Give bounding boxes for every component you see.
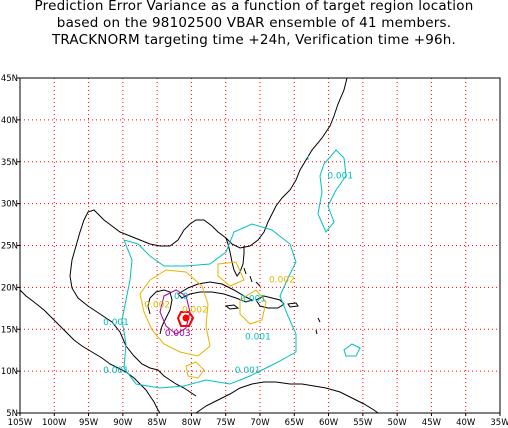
contour-label: 0.001 bbox=[327, 172, 353, 182]
island-bahamas bbox=[243, 267, 261, 287]
coastline-north-america bbox=[69, 78, 348, 397]
tick-label-lat: 35N bbox=[1, 158, 18, 168]
contour-label: 0.0 bbox=[174, 292, 189, 302]
tick-label-lon: 65W bbox=[285, 418, 305, 428]
contour-label: 0.001 bbox=[103, 318, 129, 328]
tick-label-lon: 55W bbox=[353, 418, 373, 428]
contour-label: 0.002 bbox=[144, 300, 170, 310]
tick-label-lon: 45W bbox=[422, 418, 442, 428]
axis-ticks: 105W 100W 95W 90W 85W 80W 75W 70W 65W 60W 55W 50W 45… bbox=[1, 74, 508, 428]
tick-label-lat: 25N bbox=[1, 242, 18, 252]
tick-label-lat: 5N bbox=[6, 409, 18, 419]
tick-label-lon: 50W bbox=[388, 418, 408, 428]
tick-label-lat: 45N bbox=[1, 74, 18, 84]
contour-0001-north bbox=[317, 149, 347, 233]
contour-0002-south bbox=[185, 361, 205, 379]
coastline-pacific bbox=[20, 289, 161, 413]
coastline-florida bbox=[225, 237, 245, 277]
coastline-south-america bbox=[195, 381, 379, 413]
island-lesser-antilles bbox=[315, 317, 321, 335]
tick-label-lon: 85W bbox=[148, 418, 168, 428]
tick-label-lon: 95W bbox=[79, 418, 99, 428]
contour-0002-east bbox=[217, 261, 245, 287]
tick-label-lat: 10N bbox=[1, 367, 18, 377]
island-cuba bbox=[177, 281, 254, 303]
contour-label: 0.002 bbox=[269, 275, 295, 285]
island-hispaniola bbox=[255, 295, 285, 309]
contour-label: 0.001 bbox=[245, 332, 271, 342]
title-line-1: Prediction Error Variance as a function … bbox=[34, 0, 474, 14]
island-puerto-rico bbox=[287, 302, 299, 308]
contour-0002-southeast bbox=[239, 289, 267, 325]
tick-label-lon: 80W bbox=[182, 418, 202, 428]
contour-label: 0.001 bbox=[235, 366, 261, 376]
contour-0001-small bbox=[343, 343, 361, 357]
tick-label-lat: 15N bbox=[1, 325, 18, 335]
title-line-2: based on the 98102500 VBAR ensemble of 4… bbox=[56, 15, 452, 31]
tick-label-lon: 100W bbox=[42, 418, 67, 428]
tick-label-lon: 75W bbox=[216, 418, 236, 428]
contour-0002-main bbox=[139, 269, 211, 357]
tick-label-lon: 90W bbox=[113, 418, 133, 428]
tick-label-lat: 20N bbox=[1, 283, 18, 293]
contours bbox=[121, 149, 361, 389]
contour-max bbox=[176, 311, 195, 327]
contour-0001-main bbox=[121, 223, 297, 389]
title-line-3: TRACKNORM targeting time +24h, Verificat… bbox=[51, 32, 457, 48]
lat-lon-grid bbox=[20, 78, 500, 413]
coastline-yucatan bbox=[147, 289, 173, 335]
contour-0003 bbox=[159, 289, 191, 335]
contour-label: 0.001 bbox=[240, 295, 266, 305]
island-jamaica bbox=[224, 304, 240, 310]
contour-label: 0.002 bbox=[182, 306, 208, 316]
tick-label-lon: 60W bbox=[319, 418, 339, 428]
tick-label-lon: 70W bbox=[250, 418, 270, 428]
contour-label: 0.001 bbox=[103, 366, 129, 376]
contour-label: 0.003 bbox=[165, 329, 191, 339]
tick-label-lat: 40N bbox=[1, 116, 18, 126]
tick-label-lat: 30N bbox=[1, 200, 18, 210]
tick-label-lon: 35W bbox=[490, 418, 508, 428]
tick-label-lon: 105W bbox=[8, 418, 33, 428]
tick-label-lon: 40W bbox=[456, 418, 476, 428]
variance-maximum bbox=[182, 314, 190, 322]
